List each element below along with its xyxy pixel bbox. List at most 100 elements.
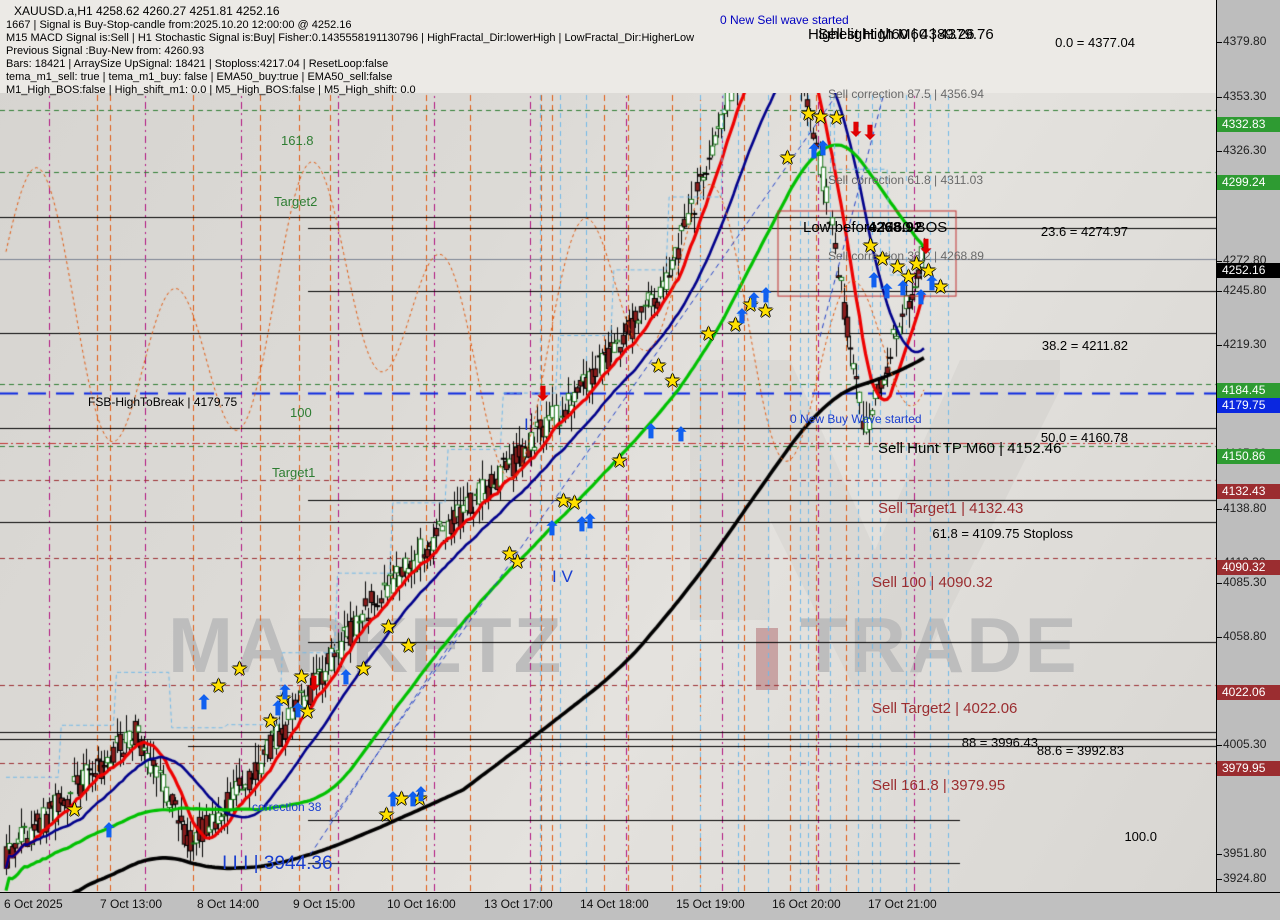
signal-star-20: ★ [700, 324, 718, 345]
signal-star-15: ★ [555, 491, 573, 512]
sell-arrow-2: ⬇ [848, 120, 864, 141]
time-tick-label: 7 Oct 13:00 [100, 897, 163, 911]
price-badge[interactable]: 4299.24 [1217, 175, 1280, 190]
signal-star-4: ★ [275, 689, 293, 710]
signal-star-30: ★ [889, 257, 907, 278]
annotation-low-before-bos: Low before M60-BOS [803, 219, 948, 236]
buy-arrow-17: ⬆ [806, 142, 822, 163]
price-tick [1217, 42, 1222, 43]
price-tick [1217, 854, 1222, 855]
signal-star-8: ★ [380, 617, 398, 638]
price-tick [1217, 345, 1222, 346]
buy-arrow-18: ⬆ [815, 139, 831, 160]
price-badge[interactable]: 4150.86 [1217, 449, 1280, 464]
buy-arrow-16: ⬆ [758, 286, 774, 307]
annotation-fib-161-8: 161.8 [281, 133, 314, 148]
signal-star-0: ★ [66, 800, 84, 821]
time-tick-label: 17 Oct 21:00 [868, 897, 937, 911]
info-line-5: tema_m1_sell: true | tema_m1_buy: false … [6, 71, 393, 83]
time-tick-label: 14 Oct 18:00 [580, 897, 649, 911]
time-tick-label: 15 Oct 19:00 [676, 897, 745, 911]
symbol-period-label: XAUUSD.a,H1 4258.62 4260.27 4251.81 4252… [14, 4, 280, 18]
buy-arrow-9: ⬆ [544, 519, 560, 540]
buy-arrow-22: ⬆ [913, 288, 929, 309]
fib-label-100-0: 100.0 [1124, 829, 1157, 844]
annotation-correction-38: correction 38 [252, 800, 322, 814]
signal-star-21: ★ [727, 315, 745, 336]
price-tick-label: 4085.30 [1223, 575, 1267, 589]
annotation-sell-hunt-tp: Sell Hunt TP M60 | 4152.46 [878, 440, 1062, 457]
buy-arrow-4: ⬆ [290, 701, 306, 722]
annotation-target1: Target1 [272, 465, 316, 480]
annotation-sell-correction-61: Sell correction 61.8 | 4311.03 [828, 173, 983, 187]
sell-arrow-1: ⬇ [306, 674, 322, 695]
time-scale[interactable]: 6 Oct 2025 7 Oct 13:00 8 Oct 14:00 9 Oct 15… [0, 893, 1280, 920]
price-badge[interactable]: 4132.43 [1217, 484, 1280, 499]
signal-star-33: ★ [920, 261, 938, 282]
time-tick-label: 6 Oct 2025 [4, 897, 63, 911]
price-tick [1217, 879, 1222, 880]
price-tick-label: 3924.80 [1223, 871, 1267, 885]
price-tick-label: 3951.80 [1223, 846, 1267, 860]
price-tick [1217, 291, 1222, 292]
price-badge[interactable]: 4252.16 [1217, 263, 1280, 278]
fib-label-38-2: 38.2 = 4211.82 [1041, 338, 1128, 353]
annotation-highest-high-m60: Highest High M60 | 4379.76 [808, 26, 994, 43]
chart-info-band [0, 0, 1216, 93]
price-tick [1217, 151, 1222, 152]
signal-star-24: ★ [779, 148, 797, 169]
price-tick [1217, 583, 1222, 584]
price-tick [1217, 261, 1222, 262]
annotation-sell-target1: Sell Target1 | 4132.43 [878, 500, 1024, 517]
buy-arrow-7: ⬆ [405, 790, 421, 811]
buy-arrow-12: ⬆ [643, 422, 659, 443]
annotation-wave-i: I [524, 415, 529, 434]
buy-arrow-5: ⬆ [338, 668, 354, 689]
signal-star-29: ★ [874, 249, 892, 270]
buy-arrow-19: ⬆ [866, 271, 882, 292]
price-badge[interactable]: 3979.95 [1217, 761, 1280, 776]
time-tick-label: 13 Oct 17:00 [484, 897, 553, 911]
price-scale[interactable]: 4379.80 4353.30 4326.30 4272.80 4245.80 4219.… [1217, 0, 1280, 893]
signal-star-26: ★ [812, 107, 830, 128]
signal-star-32: ★ [908, 254, 926, 275]
annotation-new-sell-wave: 0 New Sell wave started [720, 13, 849, 27]
price-badge[interactable]: 4184.45 [1217, 383, 1280, 398]
annotation-sell-light-m60: Sell light M60 | 4389.26 [818, 26, 975, 43]
sell-arrow-4: ⬇ [918, 237, 934, 258]
signal-star-27: ★ [828, 108, 846, 129]
annotation-new-buy-wave: 0 New Buy Wave started [790, 412, 922, 426]
signal-star-34: ★ [932, 277, 950, 298]
fib-label-0-0: 0.0 = 4377.04 [1055, 35, 1135, 50]
fib-label-88-6: 88.6 = 3992.83 [1036, 743, 1124, 758]
annotation-low-before-bos-price: 4268.92 [868, 219, 923, 236]
price-tick-label: 4138.80 [1223, 501, 1267, 515]
buy-arrow-10: ⬆ [574, 515, 590, 536]
signal-star-16: ★ [566, 493, 584, 514]
price-badge[interactable]: 4022.06 [1217, 685, 1280, 700]
signal-star-7: ★ [355, 659, 373, 680]
price-tick [1217, 97, 1222, 98]
signal-star-1: ★ [210, 676, 228, 697]
buy-arrow-13: ⬆ [673, 425, 689, 446]
price-badge[interactable]: 4179.75 [1217, 398, 1280, 413]
signal-star-28: ★ [862, 236, 880, 257]
fib-label-61-8: 61.8 = 4109.75 Stoploss [932, 526, 1073, 541]
signal-star-22: ★ [742, 295, 760, 316]
signal-star-3: ★ [262, 711, 280, 732]
price-badge[interactable]: 4090.32 [1217, 560, 1280, 575]
annotation-sell-161-8: Sell 161.8 | 3979.95 [872, 777, 1006, 794]
signal-star-12: ★ [378, 805, 396, 826]
price-badge[interactable]: 4332.83 [1217, 117, 1280, 132]
signal-star-18: ★ [650, 356, 668, 377]
buy-arrow-21: ⬆ [895, 279, 911, 300]
signal-star-13: ★ [501, 544, 519, 565]
price-tick-label: 4353.30 [1223, 89, 1267, 103]
signal-star-10: ★ [393, 789, 411, 810]
price-tick [1217, 637, 1222, 638]
buy-arrow-23: ⬆ [924, 274, 940, 295]
buy-arrow-15: ⬆ [746, 291, 762, 312]
chart-plot-area[interactable]: MARKETZ TRADE XAUUSD.a,H1 4258.62 4260.2… [0, 0, 1217, 893]
annotation-sell-correction-87: Sell correction 87.5 | 4356.94 [828, 87, 984, 101]
